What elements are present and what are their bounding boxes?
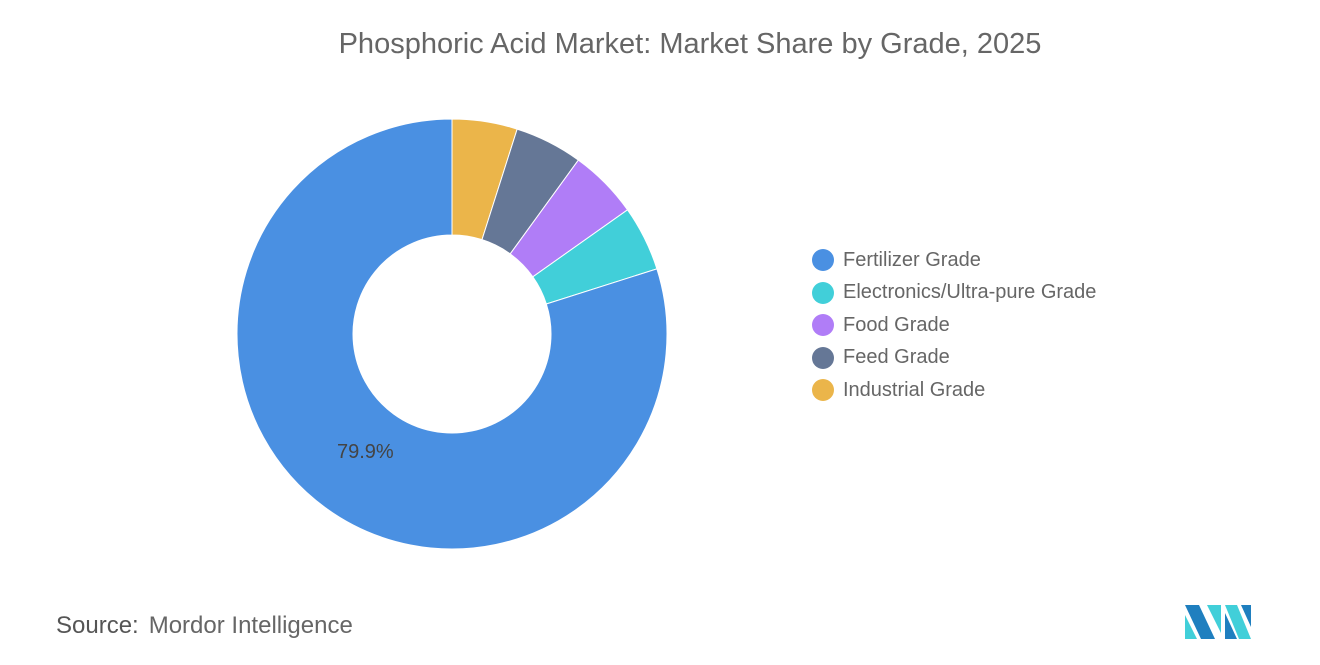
source-label: Source: — [56, 612, 139, 639]
legend-swatch — [812, 281, 834, 304]
legend: Fertilizer Grade Electronics/Ultra-pure G… — [812, 244, 1096, 407]
legend-item: Feed Grade — [812, 342, 1096, 375]
legend-swatch — [812, 346, 834, 369]
source-value: Mordor Intelligence — [148, 612, 353, 639]
mordor-logo — [1185, 605, 1251, 639]
source-note: Source: Mordor Intelligence — [56, 612, 353, 640]
legend-label: Electronics/Ultra-pure Grade — [843, 281, 1097, 304]
legend-item: Food Grade — [812, 309, 1096, 342]
legend-label: Feed Grade — [843, 346, 950, 369]
legend-swatch — [812, 314, 834, 337]
data-label: 79.9% — [337, 441, 394, 463]
chart-title: Phosphoric Acid Market: Market Share by … — [338, 28, 1042, 60]
legend-label: Industrial Grade — [843, 378, 986, 401]
legend-label: Food Grade — [843, 313, 950, 336]
legend-swatch — [812, 379, 834, 402]
legend-label: Fertilizer Grade — [843, 248, 981, 271]
slice-fertilizer-grade — [236, 118, 668, 550]
legend-item: Electronics/Ultra-pure Grade — [812, 277, 1096, 310]
legend-item: Fertilizer Grade — [812, 244, 1096, 277]
legend-item: Industrial Grade — [812, 374, 1096, 407]
legend-swatch — [812, 249, 834, 272]
